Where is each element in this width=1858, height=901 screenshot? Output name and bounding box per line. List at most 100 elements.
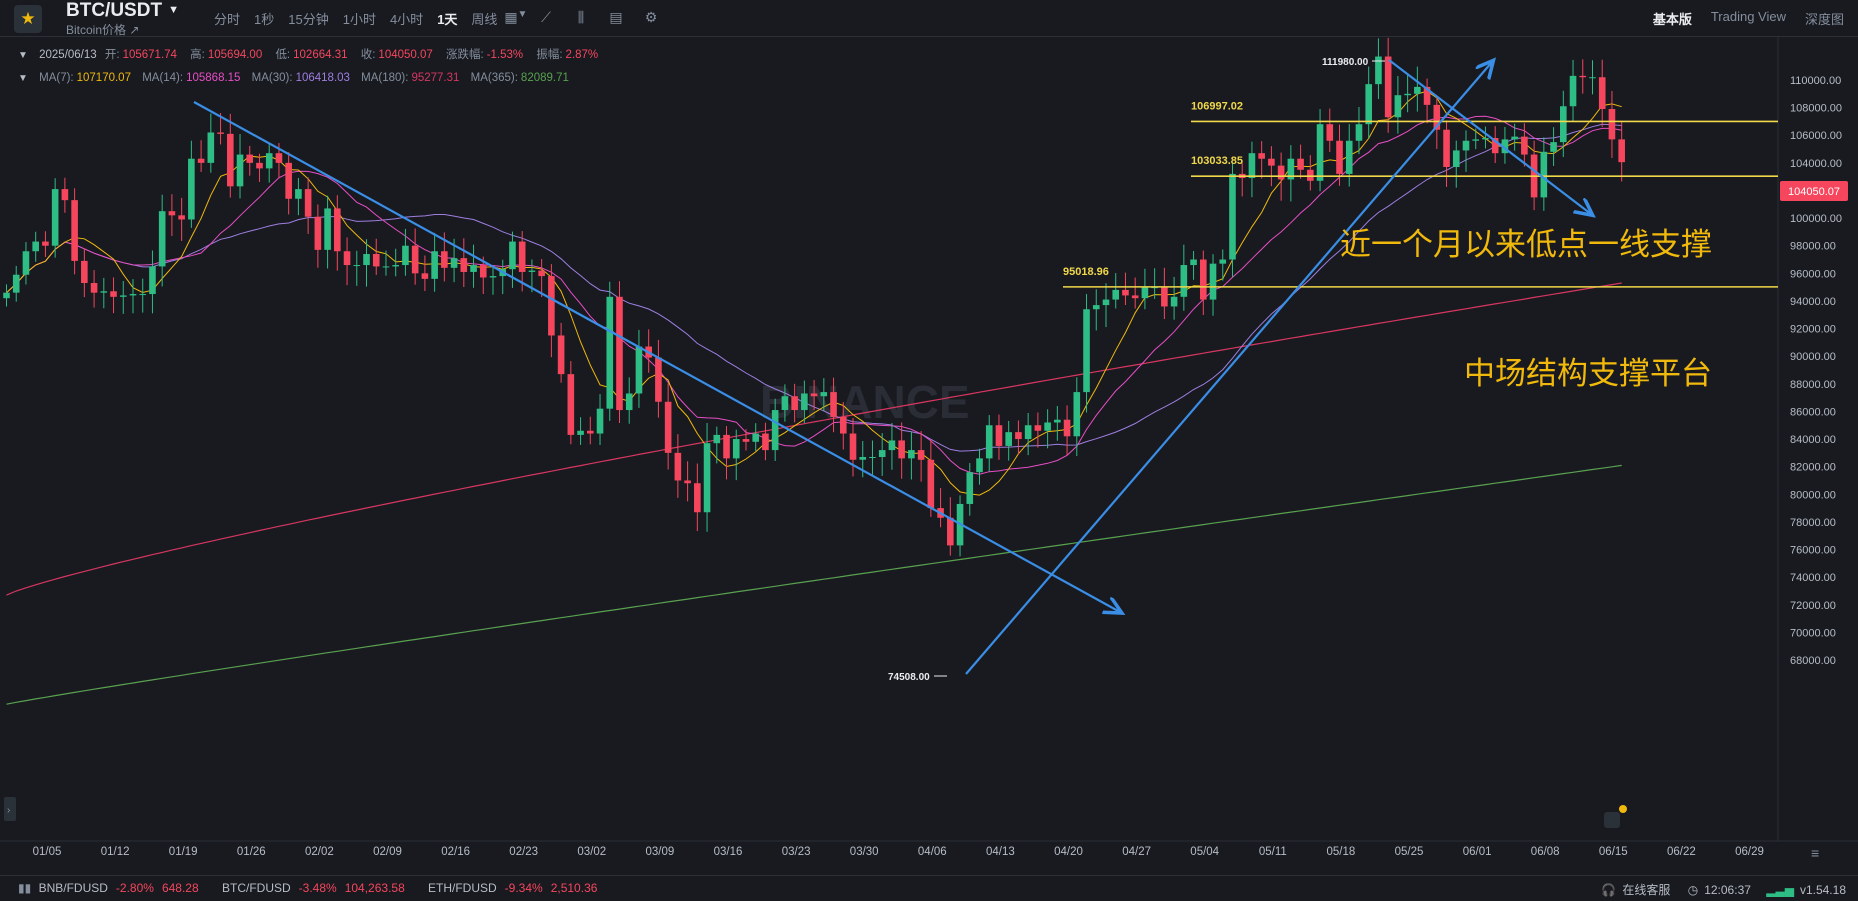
- ticker-bnb[interactable]: ▮▮ BNB/FDUSD -2.80% 648.28: [18, 881, 207, 895]
- candle-body: [314, 216, 322, 250]
- y-tick-label: 74000.00: [1790, 572, 1836, 584]
- high-marker-label: 111980.00: [1322, 57, 1369, 68]
- ticker-name: BTC/FDUSD: [222, 881, 291, 895]
- amplitude-value: 2.87%: [565, 49, 599, 61]
- y-tick-label: 82000.00: [1790, 462, 1836, 474]
- candle-body: [1316, 124, 1324, 181]
- candle-body: [723, 434, 730, 459]
- interval-tab-1h[interactable]: 1小时: [342, 12, 376, 27]
- view-tab-depth[interactable]: 深度图: [1804, 12, 1844, 27]
- support-link[interactable]: 在线客服: [1622, 883, 1671, 897]
- candle-body: [1365, 84, 1372, 125]
- top-toolbar: ★ BTC/USDT ▼ Bitcoin价格 ↗ 分时 1秒 15分钟 1小时 4…: [0, 0, 1858, 37]
- view-tab-tradingview[interactable]: Trading View: [1710, 9, 1786, 24]
- pair-subtitle-link[interactable]: Bitcoin价格 ↗: [66, 21, 139, 38]
- ma30-label: MA(30):: [251, 72, 293, 84]
- candle-body: [1024, 425, 1032, 440]
- ohlc-date: 2025/06/13: [39, 49, 97, 61]
- indicator-icon[interactable]: ⟋: [541, 9, 551, 25]
- candle-body: [149, 266, 156, 295]
- candle-body: [1122, 289, 1129, 296]
- candle-body: [1491, 138, 1499, 154]
- notification-dot: [1619, 805, 1627, 813]
- high-value: 105694.00: [207, 49, 263, 61]
- interval-tab-1d[interactable]: 1天: [437, 12, 458, 27]
- favorite-star-button[interactable]: ★: [14, 5, 42, 33]
- ticker-eth[interactable]: ETH/FDUSD -9.34% 2,510.36: [428, 881, 605, 895]
- ticker-change: -9.34%: [504, 881, 543, 895]
- candle-body: [781, 396, 789, 411]
- x-tick-label: 04/27: [1122, 846, 1151, 858]
- interval-tab-4h[interactable]: 4小时: [389, 12, 424, 27]
- candle-body: [236, 154, 244, 187]
- candle-body: [1307, 169, 1314, 181]
- candle-body: [12, 274, 20, 293]
- candle-body: [917, 450, 925, 460]
- candle-body: [1199, 259, 1207, 300]
- y-tick-label: 68000.00: [1790, 655, 1836, 667]
- view-tabs: 基本版 Trading View 深度图: [1634, 9, 1844, 28]
- candle-body: [1277, 165, 1285, 180]
- interval-tab-1s[interactable]: 1秒: [254, 12, 275, 27]
- interval-tab-15m[interactable]: 15分钟: [288, 12, 329, 27]
- bottom-status-bar: ▮▮ BNB/FDUSD -2.80% 648.28 BTC/FDUSD -3.48%…: [0, 875, 1858, 901]
- candle-body: [713, 434, 721, 444]
- candle-body: [1073, 392, 1081, 437]
- y-tick-label: 88000.00: [1790, 379, 1836, 391]
- pair-selector[interactable]: BTC/USDT ▼: [66, 0, 179, 22]
- candle-body: [1355, 124, 1363, 141]
- ticker-btc[interactable]: BTC/FDUSD -3.48% 104,263.58: [222, 881, 413, 895]
- calendar-icon[interactable]: ▦: [504, 9, 518, 25]
- x-tick-label: 02/02: [305, 846, 334, 858]
- ma180-label: MA(180):: [361, 72, 409, 84]
- candle-body: [1511, 136, 1518, 140]
- candle-body: [898, 440, 905, 459]
- view-tab-basic[interactable]: 基本版: [1652, 12, 1692, 27]
- candle-body: [801, 393, 808, 411]
- price-chart[interactable]: BINANCE68000.0070000.0072000.0074000.007…: [0, 36, 1858, 875]
- candle-body: [470, 265, 477, 272]
- ma-collapse-caret-icon[interactable]: ▼: [18, 73, 28, 84]
- ticker-name: BNB/FDUSD: [38, 881, 108, 895]
- candle-body: [265, 153, 273, 169]
- candle-body: [1384, 56, 1392, 118]
- candle-body: [1209, 263, 1217, 300]
- interval-tab-1w[interactable]: 周线: [471, 12, 498, 27]
- interval-tab-timeline[interactable]: 分时: [214, 12, 241, 27]
- ma180-value: 95277.31: [411, 72, 460, 84]
- layout-icon[interactable]: ▤: [609, 9, 623, 25]
- candle-body: [110, 291, 117, 297]
- low-marker-label: 74508.00: [888, 672, 930, 683]
- candle-icon[interactable]: ⫼: [577, 9, 585, 25]
- collapse-caret-icon[interactable]: ▼: [18, 50, 28, 61]
- low-value: 102664.31: [293, 49, 348, 61]
- candle-body: [625, 393, 633, 411]
- candle-body: [684, 480, 691, 484]
- candle-body: [1297, 158, 1304, 170]
- candle-body: [771, 410, 779, 451]
- candle-body: [1141, 287, 1149, 299]
- candle-body: [869, 457, 876, 458]
- x-tick-label: 01/26: [237, 846, 266, 858]
- y-tick-label: 104000.00: [1790, 158, 1842, 170]
- settings-icon[interactable]: ⚙: [644, 9, 658, 25]
- close-value: 104050.07: [378, 49, 433, 61]
- candle-body: [1452, 150, 1460, 167]
- candle-body: [1550, 142, 1557, 152]
- candle-body: [538, 270, 545, 277]
- downtrend-line: [193, 101, 1120, 612]
- candle-body: [3, 292, 10, 299]
- candle-body: [664, 401, 672, 453]
- interval-more-caret-icon[interactable]: ▼: [517, 9, 528, 20]
- high-label: 高:: [190, 49, 205, 61]
- candle-body: [188, 158, 195, 220]
- caret-down-icon: ▼: [168, 4, 179, 16]
- candle-body: [596, 408, 604, 434]
- candle-body: [1589, 77, 1596, 79]
- candle-body: [1190, 259, 1197, 266]
- candle-body: [90, 283, 98, 293]
- candle-body: [207, 132, 215, 163]
- candle-body: [1394, 95, 1402, 118]
- candle-body: [985, 425, 993, 459]
- candle-body: [1540, 151, 1548, 198]
